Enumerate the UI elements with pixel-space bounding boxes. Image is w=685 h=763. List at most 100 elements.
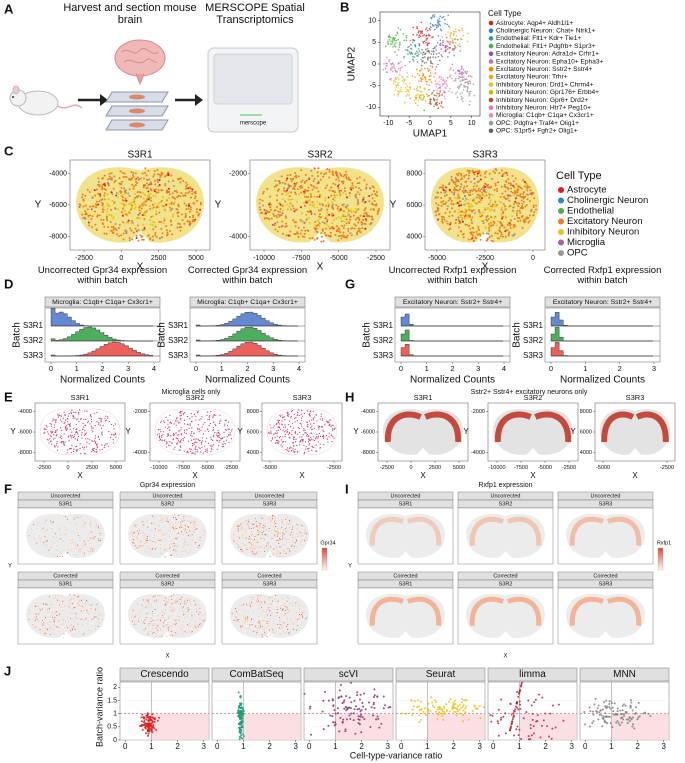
cell-point <box>115 194 118 197</box>
cell-point <box>98 618 100 620</box>
cell-point <box>252 527 254 529</box>
cell-point <box>139 234 142 237</box>
cell-point <box>488 193 491 196</box>
cell-point <box>295 438 297 440</box>
umap-point <box>449 42 451 45</box>
cell-point <box>191 444 194 447</box>
umap-point <box>450 32 453 34</box>
cell-point <box>149 547 151 549</box>
cell-point <box>489 199 492 202</box>
cell-point <box>142 197 145 200</box>
cell-point <box>110 172 113 175</box>
cell-point <box>149 181 152 184</box>
cell-point <box>107 182 110 185</box>
cell-point <box>171 607 173 609</box>
cell-point <box>351 184 354 187</box>
cell-point <box>297 175 300 178</box>
cell-point <box>160 530 162 532</box>
cell-point <box>245 547 247 549</box>
umap-point <box>464 71 467 74</box>
cell-point <box>85 418 87 421</box>
cell-point <box>62 541 64 543</box>
umap-point <box>449 74 452 76</box>
cell-point <box>287 547 289 549</box>
cell-point <box>311 237 314 240</box>
cell-point <box>58 620 60 622</box>
cell-point <box>84 619 86 621</box>
cell-point <box>131 206 134 209</box>
cell-point <box>313 422 315 425</box>
cell-point <box>53 628 55 630</box>
x-tick-label: -10 <box>383 120 393 127</box>
cell-point <box>361 200 364 203</box>
cell-point <box>251 538 253 540</box>
cell-point <box>59 534 61 536</box>
cell-point <box>132 608 134 610</box>
cell-point <box>345 207 348 210</box>
cell-point <box>130 219 133 222</box>
cell-point <box>457 180 460 183</box>
umap-point <box>435 26 438 29</box>
cell-point <box>524 205 527 208</box>
cell-point <box>514 200 517 203</box>
cell-point <box>441 184 444 187</box>
cell-point <box>184 541 186 543</box>
cell-point <box>145 540 147 542</box>
cell-point <box>332 198 335 201</box>
umap-point <box>386 56 388 59</box>
umap-point <box>397 92 400 95</box>
cell-point <box>323 231 326 234</box>
cell-point <box>276 230 279 233</box>
cell-point <box>308 210 311 213</box>
umap-point <box>433 94 436 96</box>
cell-point <box>143 621 145 623</box>
umap-point <box>426 83 428 86</box>
cell-point <box>58 529 60 531</box>
cell-point <box>154 523 156 525</box>
ridge <box>550 312 653 327</box>
umap-point <box>458 85 460 87</box>
cell-point <box>117 192 120 195</box>
cell-point <box>312 410 314 412</box>
cell-point <box>130 229 133 232</box>
cell-point <box>290 450 292 452</box>
umap-point <box>445 83 448 86</box>
cell-point <box>530 209 533 212</box>
cell-point <box>286 189 289 192</box>
cell-point <box>153 632 155 634</box>
umap-point <box>397 32 399 35</box>
cell-point <box>160 227 163 230</box>
cell-point <box>331 441 333 443</box>
cell-point <box>462 236 465 239</box>
umap-point <box>419 90 422 93</box>
batch-label: S3R1 <box>523 321 544 330</box>
umap-point <box>434 56 437 59</box>
umap-point <box>401 80 404 82</box>
cell-point <box>178 522 180 524</box>
cell-point <box>60 435 62 437</box>
cell-point <box>282 416 284 418</box>
cell-point <box>87 422 89 424</box>
umap-point <box>412 58 414 61</box>
umap-point <box>421 32 424 34</box>
cell-point <box>183 528 185 530</box>
umap-point <box>444 80 446 83</box>
umap-point <box>418 96 421 98</box>
cell-point <box>464 211 467 214</box>
cell-point <box>260 546 262 548</box>
cell-point <box>248 547 250 549</box>
cell-point <box>160 438 162 440</box>
cell-point <box>324 199 327 202</box>
cell-point <box>50 435 52 438</box>
cell-point <box>332 436 334 438</box>
umap-point <box>421 53 424 56</box>
umap-point <box>430 81 433 83</box>
cell-point <box>449 223 452 226</box>
cell-point <box>488 172 491 175</box>
cell-point <box>303 182 306 185</box>
cell-point <box>114 223 117 226</box>
cell-point <box>335 217 338 220</box>
cell-point <box>486 184 489 187</box>
cell-point <box>177 439 179 441</box>
cell-point <box>81 619 83 621</box>
